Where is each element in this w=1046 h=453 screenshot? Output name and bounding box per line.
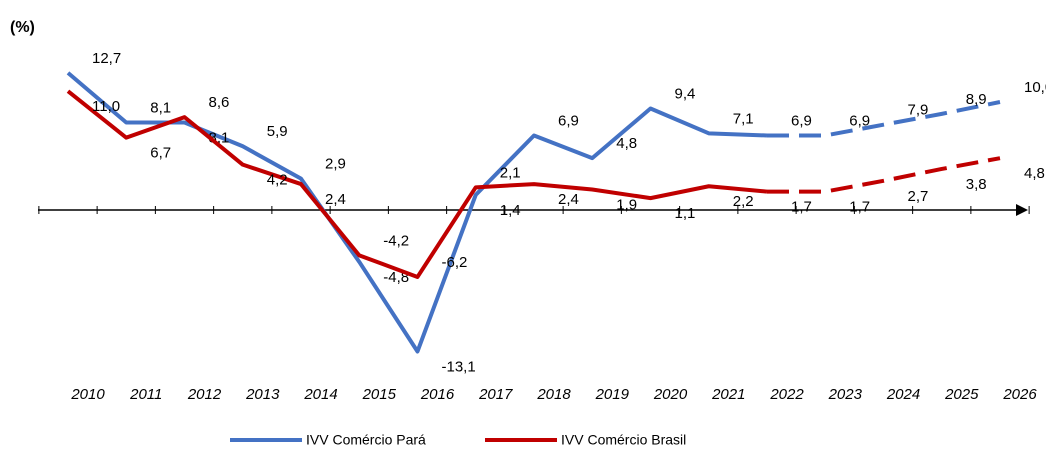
data-label: 8,1 — [150, 99, 171, 116]
x-tick-label: 2025 — [944, 386, 979, 403]
x-tick-label: 2012 — [187, 386, 222, 403]
data-label: 4,8 — [616, 135, 637, 152]
data-label: 1,1 — [675, 205, 696, 222]
data-label: 8,6 — [209, 94, 230, 111]
data-label: 6,9 — [791, 112, 812, 129]
data-label: 5,9 — [267, 123, 288, 140]
data-label: 2,4 — [558, 191, 579, 208]
data-label: -6,2 — [442, 254, 468, 271]
x-tick-label: 2018 — [536, 386, 571, 403]
data-label: 1,4 — [500, 202, 521, 219]
x-tick-label: 2020 — [653, 386, 688, 403]
chart-title: (%) — [10, 19, 35, 36]
data-label: 7,9 — [908, 102, 929, 119]
data-label: 1,9 — [616, 196, 637, 213]
data-label: 7,1 — [733, 110, 754, 127]
series-line — [66, 89, 768, 279]
x-tick-label: 2013 — [245, 386, 280, 403]
data-label: 6,7 — [150, 145, 171, 162]
series-line — [767, 156, 1001, 194]
data-label: 2,2 — [733, 193, 754, 210]
x-tick-label: 2022 — [769, 386, 804, 403]
data-label: -4,2 — [383, 232, 409, 249]
data-label: 8,9 — [966, 91, 987, 108]
data-label: 3,8 — [966, 176, 987, 193]
data-label: 2,4 — [325, 191, 346, 208]
x-tick-label: 2015 — [362, 386, 397, 403]
data-label: 2,9 — [325, 156, 346, 173]
data-label: 12,7 — [92, 50, 121, 67]
data-label: 11,0 — [92, 98, 120, 115]
x-tick-label: 2024 — [886, 386, 920, 403]
x-tick-label: 2016 — [420, 386, 455, 403]
data-label: 1,7 — [849, 199, 870, 216]
data-label: 9,4 — [675, 85, 696, 102]
axis-arrow — [1016, 204, 1028, 216]
data-label: 6,9 — [849, 112, 870, 129]
x-tick-label: 2017 — [478, 386, 513, 403]
data-label: 10,0 — [1024, 79, 1046, 96]
x-tick-label: 2011 — [129, 386, 162, 403]
data-label: 2,1 — [500, 164, 521, 181]
data-label: 6,9 — [558, 112, 579, 129]
data-label: -13,1 — [442, 358, 476, 375]
x-tick-label: 2019 — [595, 386, 630, 403]
data-label: 2,7 — [908, 188, 929, 205]
data-label: 4,8 — [1024, 165, 1045, 182]
series-line — [66, 71, 768, 354]
data-label: 1,7 — [791, 199, 812, 216]
series-line — [767, 100, 1001, 138]
x-tick-label: 2010 — [70, 386, 105, 403]
legend-label: IVV Comércio Brasil — [561, 432, 686, 448]
x-tick-label: 2026 — [1002, 386, 1037, 403]
legend-label: IVV Comércio Pará — [306, 432, 426, 448]
data-label: 4,2 — [267, 172, 288, 189]
x-tick-label: 2021 — [711, 386, 745, 403]
x-tick-label: 2014 — [303, 386, 337, 403]
x-tick-label: 2023 — [828, 386, 863, 403]
